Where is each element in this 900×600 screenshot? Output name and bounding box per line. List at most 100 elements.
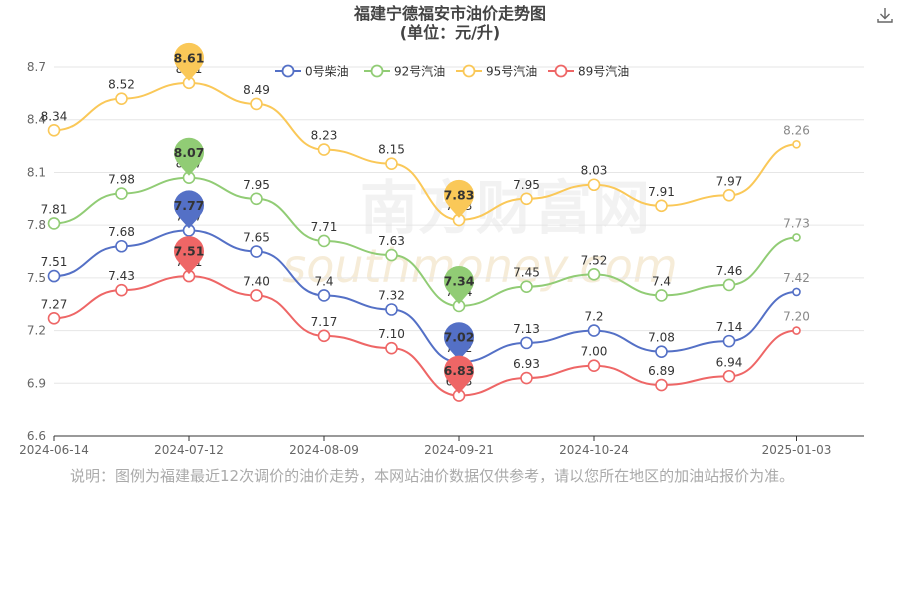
data-point — [587, 324, 601, 337]
series-line — [53, 176, 797, 307]
y-tick-label: 8.7 — [27, 60, 46, 74]
data-label: 7.13 — [513, 322, 540, 336]
max-min-pin-label: 7.02 — [444, 330, 475, 345]
data-label: 7.10 — [378, 327, 405, 341]
chart-subtitle: (单位：元/升) — [399, 23, 501, 42]
data-label: 7.71 — [311, 220, 338, 234]
data-point — [792, 233, 801, 242]
x-tick-label: 2024-08-09 — [289, 443, 359, 457]
legend-swatch-marker — [462, 64, 476, 78]
data-point — [317, 289, 331, 302]
data-label: 7.45 — [513, 266, 540, 280]
series-line — [53, 229, 797, 364]
data-label: 6.93 — [513, 357, 540, 371]
watermark-text: 南方财富网 — [360, 174, 650, 242]
max-min-pin — [444, 355, 474, 386]
data-point — [317, 234, 331, 248]
data-point — [47, 217, 61, 230]
data-label: 7.98 — [108, 173, 135, 187]
data-point — [250, 192, 263, 206]
data-label: 7.51 — [41, 255, 68, 269]
data-point — [520, 280, 533, 293]
x-tick-label: 2024-07-12 — [154, 443, 224, 457]
legend-swatch-marker — [554, 64, 568, 78]
legend-label: 95号汽油 — [486, 64, 537, 79]
x-tick-label: 2024-06-14 — [19, 443, 89, 457]
data-label: 8.03 — [581, 164, 608, 178]
data-label: 8.23 — [311, 129, 338, 143]
data-label: 7.00 — [581, 345, 608, 359]
data-point — [385, 303, 398, 316]
data-point — [47, 311, 61, 325]
data-point — [520, 192, 533, 206]
data-point — [655, 199, 668, 213]
data-label: 7.46 — [716, 264, 743, 278]
x-tick-label: 2024-10-24 — [559, 443, 629, 457]
y-tick-label: 7.2 — [27, 324, 46, 338]
data-label: 7.81 — [41, 202, 68, 216]
data-label: 6.94 — [716, 355, 743, 369]
data-point — [47, 269, 61, 283]
data-label: 8.15 — [378, 143, 405, 157]
data-point — [587, 268, 601, 281]
max-min-pin — [444, 322, 474, 353]
data-label: 8.52 — [108, 78, 135, 92]
data-point — [722, 188, 736, 202]
data-label: 7.4 — [314, 274, 333, 288]
data-label: 7.42 — [783, 271, 810, 285]
data-label: 7.68 — [108, 225, 135, 239]
data-label: 7.14 — [716, 320, 743, 334]
legend-label: 92号汽油 — [394, 64, 445, 79]
data-point — [385, 248, 398, 262]
watermark-text: southmoney.com — [282, 239, 677, 293]
legend-swatch-marker — [281, 64, 295, 78]
data-point — [587, 359, 601, 373]
data-point — [520, 371, 533, 385]
data-label: 7.20 — [783, 310, 810, 324]
data-point — [722, 369, 736, 383]
y-tick-label: 8.4 — [27, 113, 46, 127]
data-label: 7.63 — [378, 234, 405, 248]
x-tick-label: 2025-01-03 — [762, 443, 832, 457]
data-label: 7.65 — [243, 231, 270, 245]
data-label: 7.17 — [311, 315, 338, 329]
data-label: 7.97 — [716, 174, 743, 188]
data-point — [792, 326, 801, 335]
max-min-pin — [174, 236, 204, 267]
data-point — [317, 143, 331, 156]
data-point — [792, 287, 801, 297]
data-point — [250, 245, 263, 258]
download-icon[interactable] — [876, 6, 894, 24]
series-line — [53, 275, 797, 397]
y-tick-label: 6.9 — [27, 376, 46, 390]
y-tick-label: 8.1 — [27, 165, 46, 179]
max-min-pin — [444, 179, 474, 210]
data-label: 8.26 — [783, 123, 810, 137]
data-label: 7.95 — [243, 178, 270, 192]
max-min-pin — [174, 137, 204, 168]
data-label: 7.40 — [243, 274, 270, 288]
data-point — [385, 341, 398, 355]
data-label: 7.2 — [584, 310, 603, 324]
y-tick-label: 7.8 — [27, 218, 46, 232]
data-point — [115, 283, 128, 297]
max-min-pin-label: 7.83 — [444, 187, 475, 202]
data-point — [520, 336, 533, 350]
data-point — [250, 97, 263, 111]
data-point — [115, 92, 128, 105]
data-point — [317, 329, 331, 343]
data-point — [722, 278, 736, 292]
data-label: 7.73 — [783, 216, 810, 230]
data-point — [655, 345, 668, 358]
x-tick-label: 2024-09-21 — [424, 443, 494, 457]
data-label: 7.43 — [108, 269, 135, 283]
legend-label: 89号汽油 — [578, 64, 629, 79]
y-tick-label: 7.5 — [27, 271, 46, 285]
max-min-pin-label: 7.51 — [174, 244, 205, 259]
data-label: 7.32 — [378, 288, 405, 302]
max-min-pin-label: 8.61 — [174, 50, 205, 65]
data-label: 7.95 — [513, 178, 540, 192]
data-point — [250, 289, 263, 302]
